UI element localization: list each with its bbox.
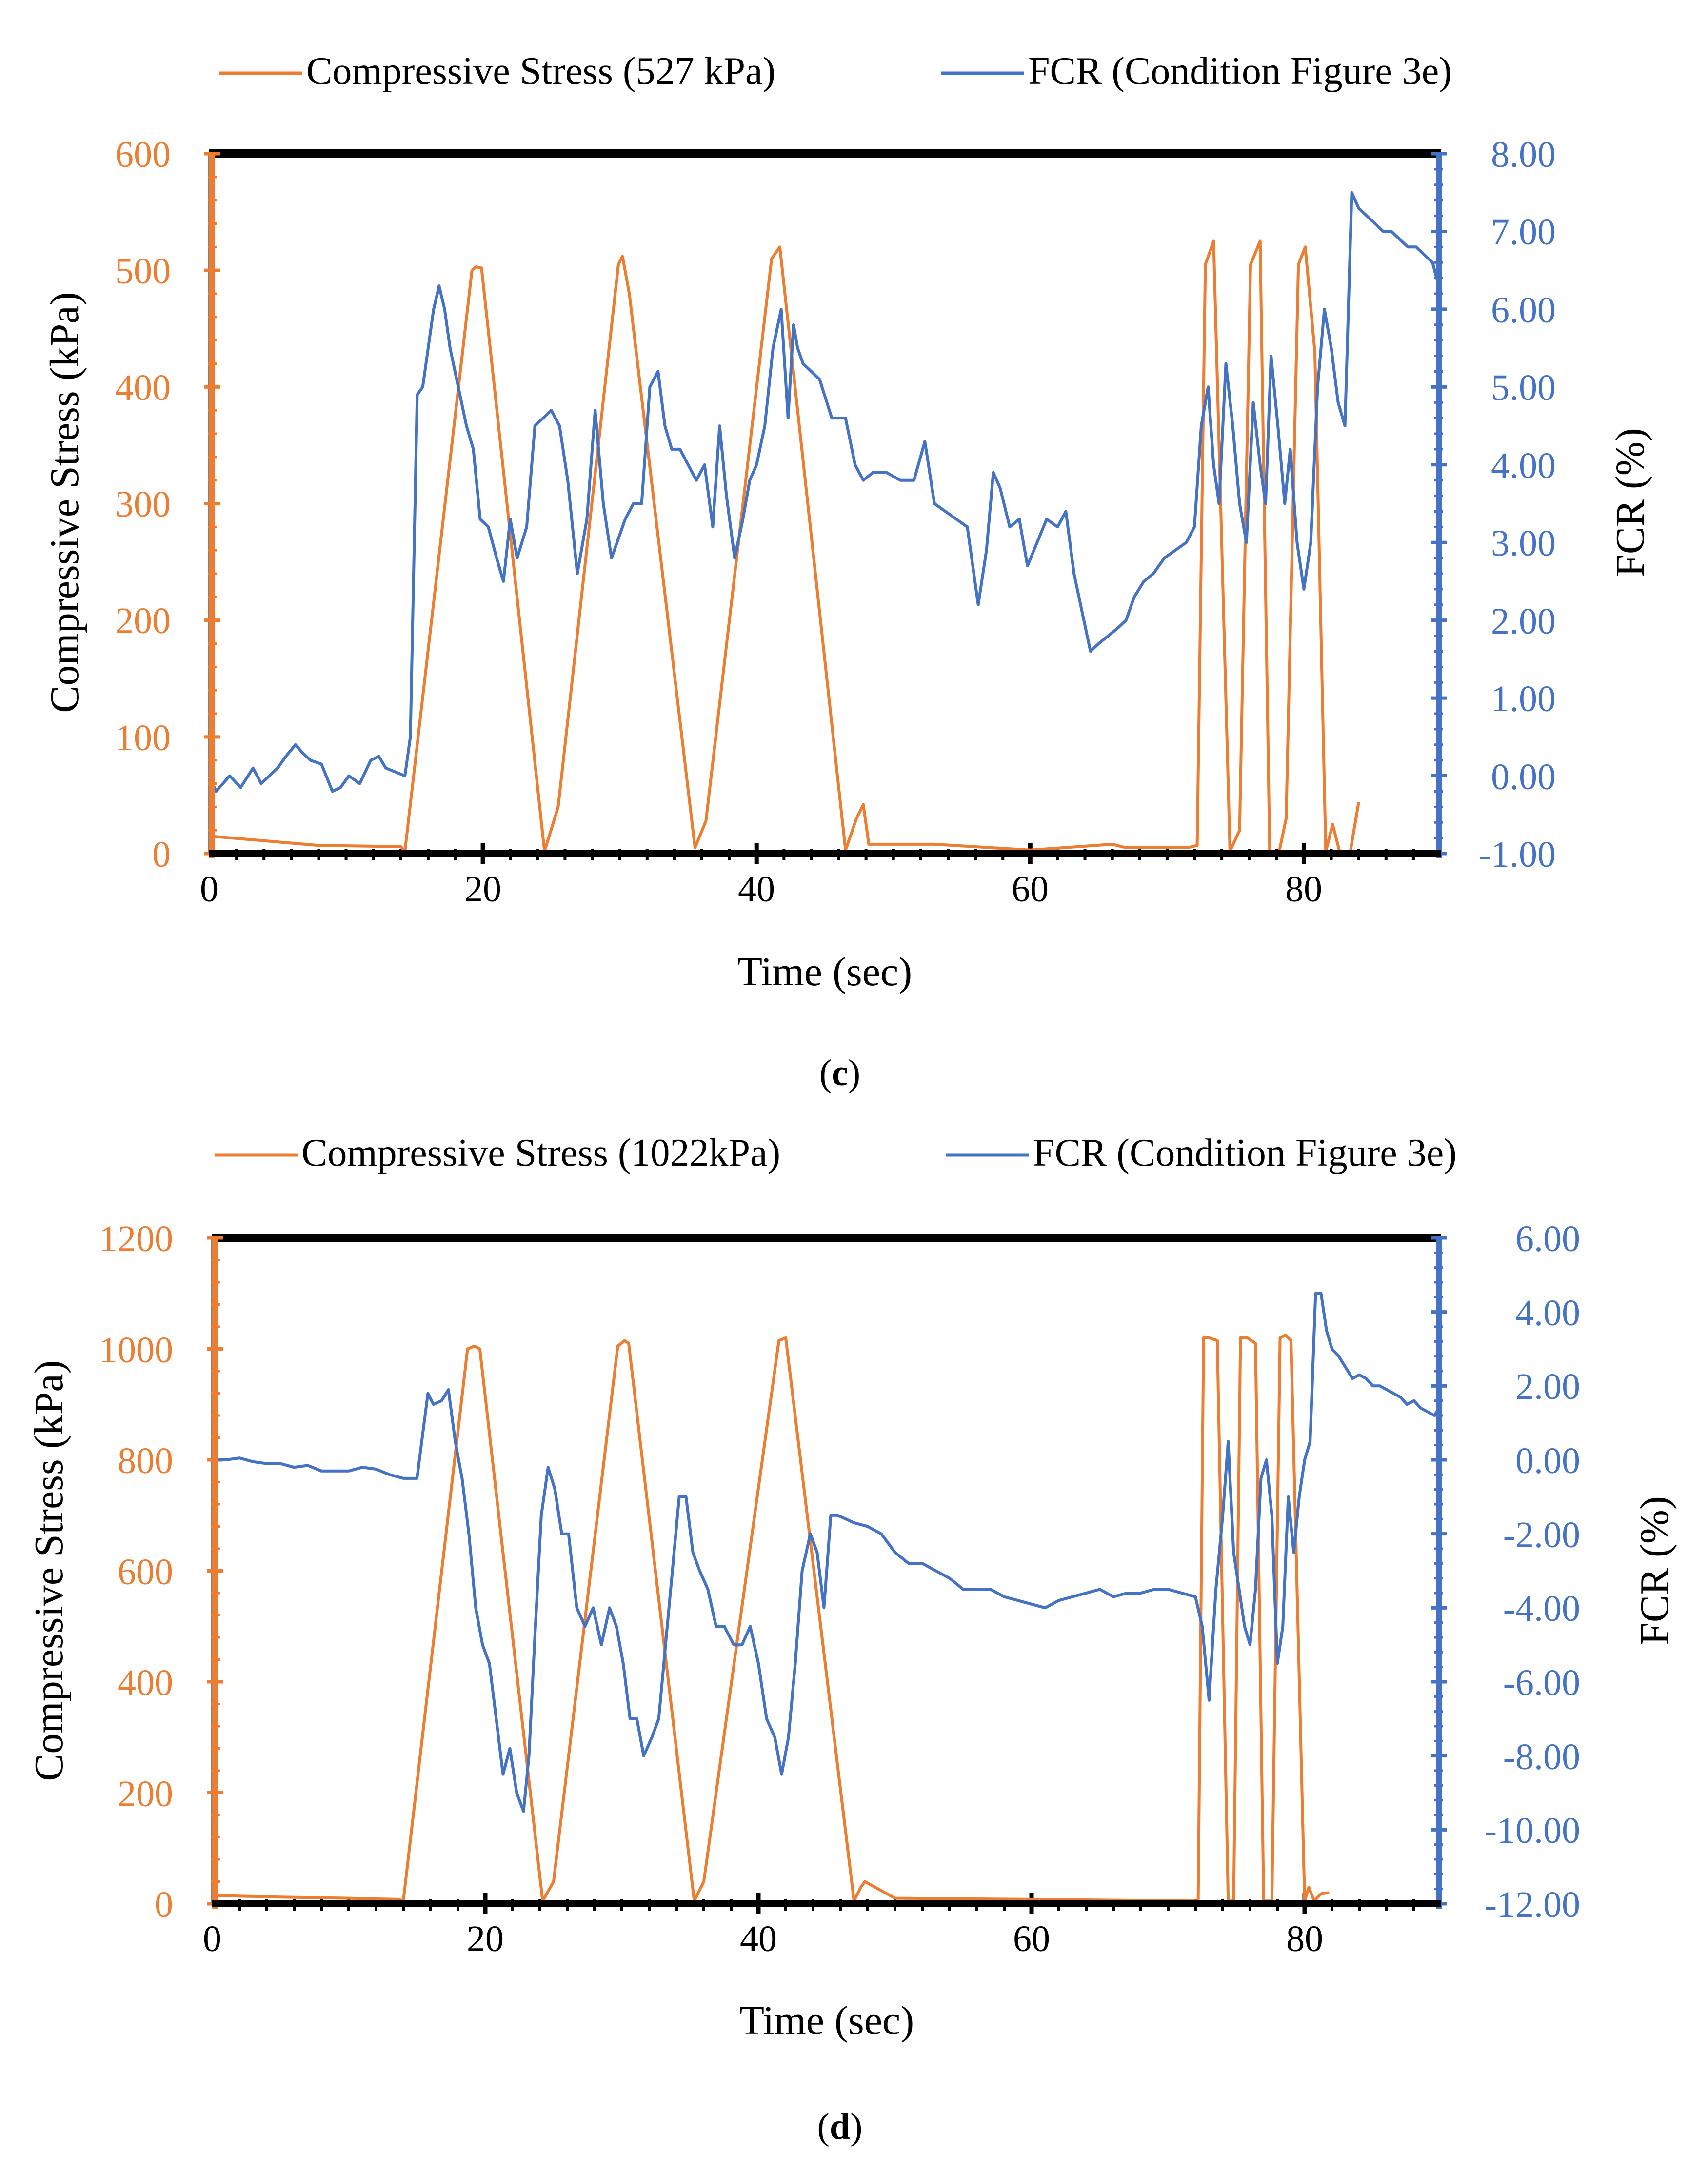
y-right-tick-label: 0.00 xyxy=(1515,1440,1580,1481)
y-right-tick-label: 6.00 xyxy=(1491,290,1556,331)
y-left-tick-label: 800 xyxy=(118,1440,173,1481)
y-right-tick-label: -8.00 xyxy=(1503,1736,1580,1777)
y-left-tick-label: 1200 xyxy=(99,1218,173,1259)
x-tick-labels-c: 0 20 40 60 80 xyxy=(200,869,1322,910)
chart-c: Compressive Stress (527 kPa) FCR (Condit… xyxy=(42,50,1653,1094)
y-right-tick-label: 5.00 xyxy=(1491,367,1556,408)
legend-d-fcr-label: FCR (Condition Figure 3e) xyxy=(1033,1132,1457,1175)
fcr-line xyxy=(212,1292,1443,1813)
y-left-tick-labels-d: 0 200 400 600 800 1000 1200 xyxy=(99,1218,173,1925)
x-tick-label: 20 xyxy=(464,869,501,910)
y-left-tick-label: 600 xyxy=(115,134,171,175)
x-tick-label: 40 xyxy=(740,1918,777,1959)
y-left-tick-label: 100 xyxy=(115,718,171,758)
x-tick-label: 80 xyxy=(1285,869,1322,910)
y-right-axis-title-c: FCR (%) xyxy=(1608,428,1653,577)
svg-text:(d): (d) xyxy=(817,2106,863,2147)
y-right-tick-label: -2.00 xyxy=(1503,1515,1580,1555)
y-right-tick-label: 1.00 xyxy=(1491,678,1556,719)
y-right-tick-labels-d: -12.00 -10.00 -8.00 -6.00 -4.00 -2.00 0.… xyxy=(1485,1218,1580,1925)
y-right-tick-label: -1.00 xyxy=(1479,834,1556,875)
x-tick-label: 60 xyxy=(1013,1918,1050,1959)
y-left-tick-label: 400 xyxy=(118,1662,173,1703)
panel-letter-d: d xyxy=(830,2106,850,2147)
y-right-tick-label: 4.00 xyxy=(1515,1293,1580,1334)
y-left-tick-label: 400 xyxy=(115,367,171,408)
y-left-tick-label: 200 xyxy=(118,1774,173,1814)
y-left-axis-title-d: Compressive Stress (kPa) xyxy=(26,1360,72,1781)
y-left-tick-label: 300 xyxy=(115,484,171,525)
y-right-tick-label: -12.00 xyxy=(1485,1884,1580,1925)
x-tick-label: 40 xyxy=(738,869,775,910)
y-left-axis-title-c: Compressive Stress (kPa) xyxy=(42,292,87,713)
panel-label-c: (c) xyxy=(819,1053,860,1094)
legend-c-stress-label: Compressive Stress (527 kPa) xyxy=(306,50,775,93)
legend-d-stress-label: Compressive Stress (1022kPa) xyxy=(301,1132,780,1175)
y-right-axis-title-d: FCR (%) xyxy=(1632,1496,1677,1645)
y-left-tick-label: 200 xyxy=(115,600,171,641)
y-right-tick-labels-c: -1.00 0.00 1.00 2.00 3.00 4.00 5.00 6.00… xyxy=(1479,134,1556,875)
chart-d: Compressive Stress (1022kPa) FCR (Condit… xyxy=(26,1132,1677,2147)
legend-c-fcr-label: FCR (Condition Figure 3e) xyxy=(1028,50,1452,93)
y-right-tick-label: -10.00 xyxy=(1485,1810,1580,1851)
series-lines-c xyxy=(208,191,1442,853)
y-right-tick-label: 2.00 xyxy=(1515,1366,1580,1407)
x-tick-labels-d: 0 20 40 60 80 xyxy=(203,1918,1323,1959)
x-tick-label: 0 xyxy=(203,1918,221,1959)
x-axis-title-d: Time (sec) xyxy=(739,1998,914,2043)
y-left-tick-label: 0 xyxy=(155,1884,173,1925)
y-right-tick-label: 7.00 xyxy=(1491,212,1556,253)
svg-text:(c): (c) xyxy=(819,1053,860,1094)
x-tick-label: 60 xyxy=(1012,869,1049,910)
series-lines-d xyxy=(212,1292,1443,1903)
x-tick-label: 20 xyxy=(467,1918,504,1959)
y-right-tick-label: 0.00 xyxy=(1491,757,1556,797)
y-right-tick-label: 6.00 xyxy=(1515,1218,1580,1259)
fcr-line xyxy=(208,191,1442,793)
y-right-tick-label: 3.00 xyxy=(1491,523,1556,564)
y-left-tick-label: 500 xyxy=(115,251,171,292)
y-right-tick-label: 4.00 xyxy=(1491,445,1556,486)
y-right-tick-label: -6.00 xyxy=(1503,1662,1580,1703)
y-left-tick-label: 600 xyxy=(118,1552,173,1593)
x-tick-label: 0 xyxy=(200,869,218,910)
y-right-tick-label: -4.00 xyxy=(1503,1588,1580,1629)
compressive-stress-line xyxy=(212,1334,1330,1903)
y-left-tick-label: 0 xyxy=(152,834,171,875)
panel-label-d: (d) xyxy=(817,2106,863,2147)
panel-letter-c: c xyxy=(832,1053,848,1094)
x-tick-label: 80 xyxy=(1286,1918,1323,1959)
compressive-stress-line xyxy=(209,239,1360,853)
y-left-tick-labels-c: 0 100 200 300 400 500 600 xyxy=(115,134,171,875)
y-right-tick-label: 2.00 xyxy=(1491,601,1556,642)
y-left-tick-label: 1000 xyxy=(99,1330,173,1371)
y-right-tick-label: 8.00 xyxy=(1491,134,1556,175)
x-axis-title-c: Time (sec) xyxy=(737,949,913,995)
